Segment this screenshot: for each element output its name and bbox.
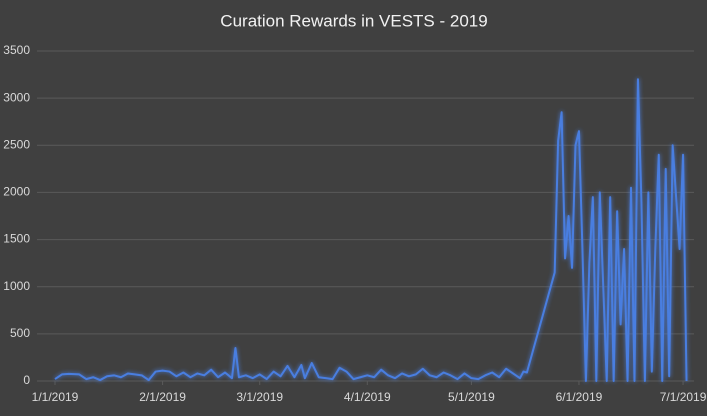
y-tick-label: 1000 (3, 279, 30, 293)
y-tick-label: 2500 (3, 137, 30, 151)
y-tick-label: 1500 (3, 232, 30, 246)
x-tick-label: 5/1/2019 (448, 390, 495, 404)
y-tick-label: 3000 (3, 90, 30, 104)
x-tick-label: 6/1/2019 (556, 390, 603, 404)
y-tick-label: 0 (23, 373, 30, 387)
y-tick-label: 500 (10, 326, 30, 340)
x-tick-label: 4/1/2019 (344, 390, 391, 404)
y-tick-label: 3500 (3, 43, 30, 57)
x-tick-label: 3/1/2019 (236, 390, 283, 404)
data-line (54, 78, 688, 382)
chart-title: Curation Rewards in VESTS - 2019 (220, 11, 487, 30)
y-tick-label: 2000 (3, 185, 30, 199)
x-tick-label: 2/1/2019 (139, 390, 186, 404)
x-tick-label: 1/1/2019 (32, 390, 79, 404)
x-tick-label: 7/1/2019 (660, 390, 707, 404)
